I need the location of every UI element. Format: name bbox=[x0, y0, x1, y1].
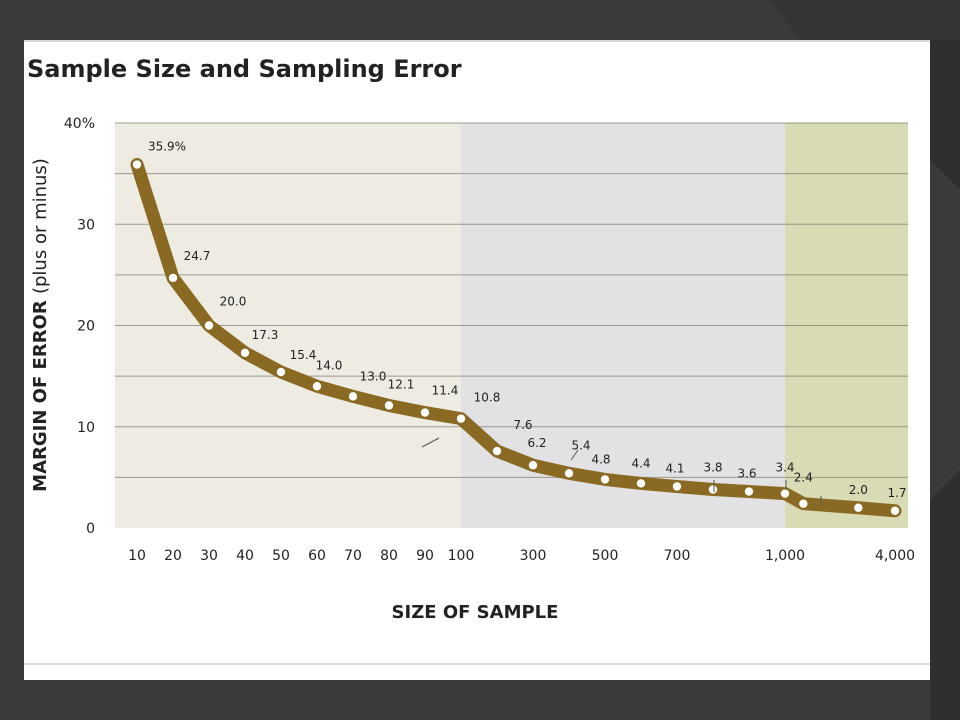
data-label: 4.1 bbox=[665, 461, 684, 475]
data-label: 17.3 bbox=[252, 328, 279, 342]
data-label: 5.4 bbox=[571, 438, 590, 452]
data-label: 2.4 bbox=[794, 471, 813, 485]
x-tick-label: 60 bbox=[308, 548, 326, 564]
data-point bbox=[890, 506, 900, 515]
data-point bbox=[600, 475, 610, 484]
x-axis-title: SIZE OF SAMPLE bbox=[392, 602, 559, 623]
x-tick-label: 10 bbox=[128, 548, 146, 564]
y-axis-title-sub: (plus or minus) bbox=[30, 158, 51, 294]
data-point bbox=[564, 469, 574, 478]
label-leader bbox=[570, 449, 579, 461]
data-label: 20.0 bbox=[220, 295, 247, 309]
data-point bbox=[708, 485, 718, 494]
data-label: 4.8 bbox=[591, 452, 610, 466]
data-label: 2.0 bbox=[849, 483, 868, 497]
data-label: 35.9% bbox=[148, 140, 186, 154]
x-tick-label: 20 bbox=[164, 548, 182, 564]
data-point bbox=[276, 367, 286, 377]
data-label: 6.2 bbox=[527, 436, 546, 450]
x-tick-label: 4,000 bbox=[875, 548, 915, 564]
data-point bbox=[492, 446, 502, 456]
data-point bbox=[854, 503, 863, 512]
data-label: 15.4 bbox=[290, 348, 317, 362]
x-tick-label: 1,000 bbox=[765, 548, 805, 564]
data-label: 14.0 bbox=[316, 358, 343, 372]
data-label: 3.6 bbox=[737, 467, 756, 481]
data-label: 1.7 bbox=[887, 486, 906, 500]
x-tick-label: 500 bbox=[592, 548, 619, 564]
data-point bbox=[528, 461, 538, 470]
y-tick-label: 20 bbox=[77, 319, 95, 335]
data-point bbox=[636, 479, 646, 488]
data-point bbox=[168, 273, 178, 283]
data-point bbox=[456, 414, 466, 423]
data-point bbox=[780, 489, 790, 498]
sampling-error-chart: 0 10 20 30 40% 10 20 30 40 50 60 70 80 90 100 300 500 70… bbox=[30, 116, 915, 623]
x-tick-label: 700 bbox=[664, 548, 691, 564]
data-label: 11.4 bbox=[432, 384, 459, 398]
data-point bbox=[132, 160, 142, 169]
y-tick-label: 0 bbox=[86, 521, 95, 537]
x-tick-label: 40 bbox=[236, 548, 254, 564]
data-label: 12.1 bbox=[388, 377, 415, 391]
label-leader bbox=[421, 437, 440, 448]
y-axis-title: MARGIN OF ERROR (plus or minus) bbox=[30, 158, 51, 492]
data-point bbox=[384, 401, 394, 410]
y-tick-label: 10 bbox=[77, 420, 95, 436]
x-tick-label: 70 bbox=[344, 548, 362, 564]
x-tick-label: 100 bbox=[448, 548, 475, 564]
y-tick-label: 40% bbox=[64, 116, 95, 132]
data-label: 13.0 bbox=[360, 369, 387, 383]
chart-panel: Sample Size and Sampling Error 0 10 20 30 40… bbox=[24, 40, 930, 680]
data-label: 10.8 bbox=[474, 391, 501, 405]
x-tick-label: 90 bbox=[416, 548, 434, 564]
bottom-divider bbox=[24, 663, 930, 665]
x-tick-label: 50 bbox=[272, 548, 290, 564]
y-axis-title-main: MARGIN OF ERROR bbox=[30, 294, 51, 492]
data-point bbox=[799, 499, 808, 508]
x-tick-label: 300 bbox=[520, 548, 547, 564]
data-point bbox=[672, 482, 682, 491]
data-point bbox=[204, 321, 214, 330]
data-label: 4.4 bbox=[631, 456, 650, 470]
top-divider bbox=[24, 40, 930, 42]
x-tick-label: 80 bbox=[380, 548, 398, 564]
error-curve bbox=[130, 158, 902, 518]
data-point bbox=[312, 382, 322, 391]
data-label: 7.6 bbox=[513, 418, 532, 432]
data-point bbox=[240, 348, 250, 358]
data-point bbox=[744, 487, 754, 496]
data-point bbox=[348, 392, 358, 401]
y-tick-label: 30 bbox=[77, 217, 95, 233]
data-label: 3.8 bbox=[703, 461, 722, 475]
x-tick-label: 30 bbox=[200, 548, 218, 564]
data-label: 24.7 bbox=[184, 249, 211, 263]
chart-title: Sample Size and Sampling Error bbox=[27, 55, 462, 83]
data-label: 3.4 bbox=[775, 461, 794, 475]
data-point bbox=[420, 408, 430, 417]
